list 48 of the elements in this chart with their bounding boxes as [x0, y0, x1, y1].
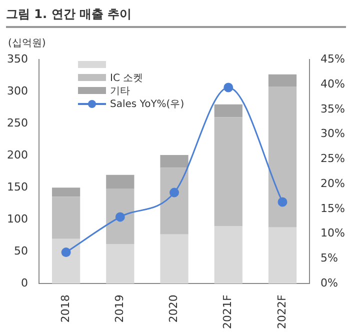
- bar: [214, 117, 242, 226]
- y2-tick-label: 35%: [320, 102, 346, 116]
- y2-tick-label: 0%: [320, 276, 338, 290]
- y-tick-label: 250: [6, 116, 28, 130]
- x-tick-label: 2020: [167, 294, 180, 323]
- y2-tick-label: 10%: [320, 226, 346, 240]
- x-tick-label: 2022F: [275, 294, 288, 330]
- point: [115, 212, 125, 222]
- y-tick-label: 100: [6, 212, 28, 226]
- bar: [106, 174, 134, 189]
- point: [278, 197, 288, 207]
- y-tick-label: 50: [14, 244, 28, 258]
- bar: [160, 168, 188, 234]
- bar: [52, 196, 80, 239]
- bar: [106, 244, 134, 284]
- point: [170, 188, 180, 198]
- y2-tick-label: 15%: [320, 202, 346, 215]
- bar: [52, 188, 80, 197]
- y2-tick-label: 20%: [320, 176, 346, 190]
- legend-label: IC 소켓: [110, 72, 144, 84]
- bar: [268, 227, 297, 284]
- bar: [214, 226, 242, 284]
- bar: [106, 188, 134, 244]
- y-tick-label: 200: [6, 148, 28, 162]
- x-tick-label: 2021F: [221, 294, 234, 330]
- bar: [160, 234, 188, 284]
- y-tick-label: 150: [6, 180, 28, 194]
- bar: [268, 86, 297, 228]
- y2-tick-label: 30%: [320, 127, 346, 140]
- bar: [160, 154, 188, 168]
- bar: [214, 104, 242, 118]
- y2-tick-label: 25%: [320, 152, 346, 166]
- y-tick-label: 350: [6, 52, 28, 66]
- legend-label: Sales YoY%(우): [110, 98, 184, 110]
- point: [61, 248, 71, 258]
- point: [224, 82, 234, 92]
- y2-tick-label: 40%: [320, 77, 346, 90]
- x-tick-label: 2019: [113, 294, 126, 323]
- legend-label: 기타: [110, 84, 130, 98]
- x-tick-label: 2018: [58, 294, 72, 323]
- bar: [52, 238, 80, 284]
- y2-tick-label: 5%: [320, 252, 338, 265]
- bar: [268, 74, 297, 86]
- chart-title: 그림 1. 연간 매출 추이: [6, 6, 346, 28]
- y-tick-label: 300: [6, 84, 28, 98]
- y2-tick-label: 45%: [320, 52, 346, 66]
- y-axis-title: (십억원): [8, 37, 46, 50]
- y-tick-label: 0: [20, 276, 28, 290]
